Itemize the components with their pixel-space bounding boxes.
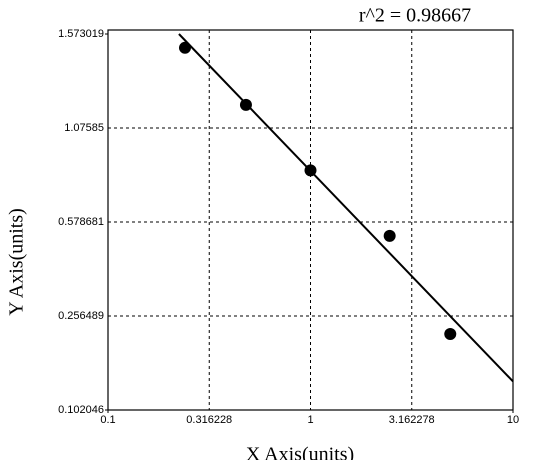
x-tick-label: 0.316228 <box>186 414 232 426</box>
x-tick-label: 0.1 <box>100 414 115 426</box>
data-point <box>239 98 252 111</box>
y-axis-label: Y Axis(units) <box>6 208 28 316</box>
y-tick-label: 0.102046 <box>58 404 104 416</box>
data-point <box>304 164 317 177</box>
y-tick-label: 0.578681 <box>58 216 104 228</box>
y-tick-label: 0.256489 <box>58 310 104 322</box>
data-point <box>444 327 457 340</box>
x-tick-label: 10 <box>507 414 519 426</box>
x-tick-label: 3.162278 <box>389 414 435 426</box>
x-tick-label: 1 <box>307 414 313 426</box>
fit-line <box>178 33 514 383</box>
y-tick-label: 1.07585 <box>64 122 104 134</box>
annotation: r^2 = 0.98667 <box>359 5 471 27</box>
data-point <box>178 41 191 54</box>
data-point <box>383 229 396 242</box>
y-tick-label: 1.573019 <box>58 28 104 40</box>
x-axis-label: X Axis(units) <box>246 444 354 460</box>
